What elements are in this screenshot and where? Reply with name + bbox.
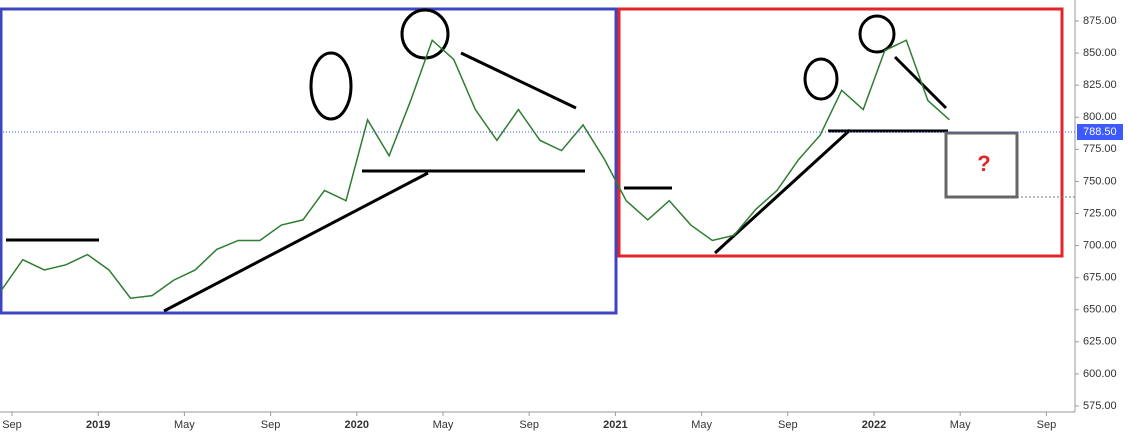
y-tick-label: 825.00 — [1083, 79, 1117, 91]
x-tick-label: Sep — [2, 419, 22, 431]
y-tick-label: 600.00 — [1083, 368, 1117, 380]
price-line — [0, 38, 950, 299]
trend-line — [460, 51, 577, 110]
x-tick-label: Sep — [261, 419, 281, 431]
y-tick-label: 675.00 — [1083, 272, 1117, 284]
x-tick-label: 2019 — [86, 419, 110, 431]
trend-line — [893, 55, 948, 110]
y-tick-label: 625.00 — [1083, 336, 1117, 348]
annotation-text: ? — [977, 151, 990, 176]
x-tick-label: May — [950, 419, 971, 431]
y-tick-label: 575.00 — [1083, 400, 1117, 412]
x-tick-label: Sep — [778, 419, 798, 431]
trend-line — [713, 128, 852, 255]
x-tick-label: May — [433, 419, 454, 431]
region-box — [0, 7, 618, 315]
x-tick-label: 2021 — [603, 419, 627, 431]
y-tick-label: 775.00 — [1083, 143, 1117, 155]
price-badge — [1077, 124, 1123, 141]
highlight-circle — [858, 14, 896, 54]
y-tick-label: 650.00 — [1083, 304, 1117, 316]
y-tick-label: 725.00 — [1083, 207, 1117, 219]
x-tick-label: 2022 — [862, 419, 886, 431]
highlight-circle — [309, 51, 353, 121]
y-tick-label: 875.00 — [1083, 15, 1117, 27]
x-tick-label: 2020 — [345, 419, 369, 431]
y-tick-label: 850.00 — [1083, 47, 1117, 59]
x-tick-label: May — [174, 419, 195, 431]
highlight-circle — [803, 57, 839, 101]
y-tick-label: 700.00 — [1083, 239, 1117, 251]
x-tick-label: Sep — [519, 419, 539, 431]
y-tick-label: 800.00 — [1083, 111, 1117, 123]
x-tick-label: May — [691, 419, 712, 431]
y-tick-label: 750.00 — [1083, 175, 1117, 187]
x-tick-label: Sep — [1037, 419, 1057, 431]
target-box — [944, 131, 1019, 199]
trend-line — [163, 171, 429, 313]
highlight-circle — [400, 8, 450, 60]
price-badge-label: 788.50 — [1083, 126, 1117, 138]
